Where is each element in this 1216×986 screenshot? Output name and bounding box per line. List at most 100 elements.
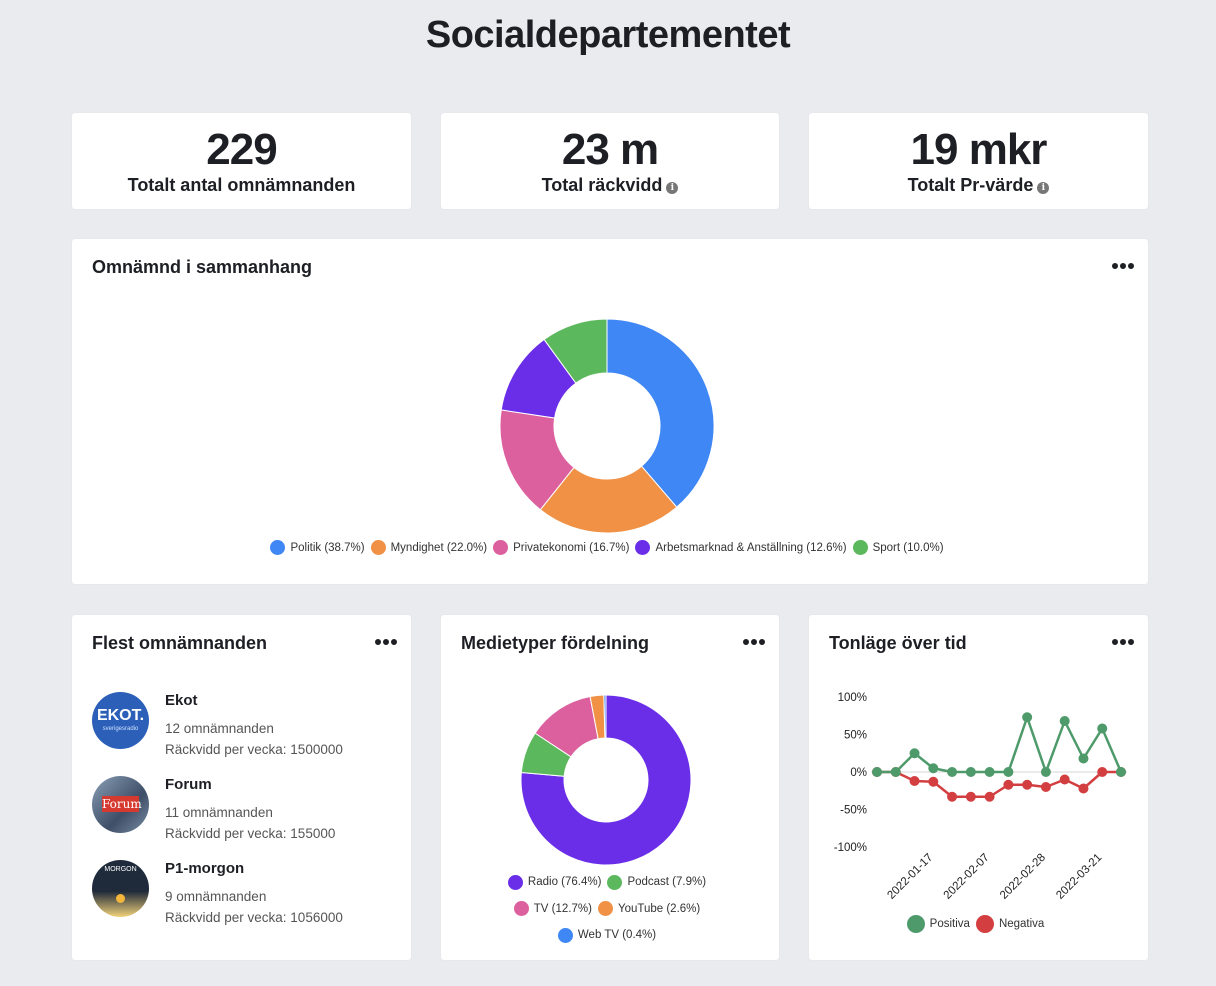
legend-item[interactable]: Privatekonomi (16.7%): [493, 540, 629, 555]
data-point-negativa[interactable]: [1003, 779, 1014, 790]
outlet-item[interactable]: MORGON P1-morgon 9 omnämnanden Räckvidd …: [92, 860, 392, 930]
kpi-card-reach: 23 m Total räckvidd i: [441, 113, 779, 209]
logo-text: Forum: [102, 796, 142, 812]
outlet-reach: Räckvidd per vecka: 1056000: [165, 910, 343, 925]
legend-item[interactable]: TV (12.7%): [513, 898, 592, 920]
outlet-name: P1-morgon: [165, 860, 245, 877]
data-point-positiva[interactable]: [1059, 716, 1070, 726]
tone-legend: Positiva Negativa: [809, 915, 1148, 936]
more-options-button[interactable]: [375, 635, 397, 649]
legend-dot-icon: [906, 915, 925, 933]
data-point-positiva[interactable]: [947, 767, 958, 777]
context-slice-politik[interactable]: [606, 318, 715, 508]
data-point-negativa[interactable]: [984, 791, 995, 802]
data-point-negativa[interactable]: [947, 791, 958, 802]
kpi-card-pr-value: 19 mkr Totalt Pr-värde i: [809, 113, 1148, 209]
media-slice-radio[interactable]: [520, 694, 692, 866]
legend-label: Politik (38.7%): [290, 541, 365, 554]
data-point-positiva[interactable]: [1022, 712, 1033, 723]
tone-line-chart: 100%50%0%-50%-100%2022-01-17 2022-02-07 20…: [834, 692, 1127, 902]
p1-morgon-logo: MORGON: [92, 860, 149, 917]
kpi-label-row: Total räckvidd i: [441, 175, 779, 196]
context-slice-sport[interactable]: [543, 318, 608, 384]
legend-dot-icon: [370, 540, 386, 555]
legend-dot-icon: [513, 901, 529, 916]
outlet-mentions: 9 omnämnanden: [165, 889, 267, 904]
data-point-positiva[interactable]: [984, 767, 995, 777]
data-point-negativa[interactable]: [1097, 767, 1108, 777]
card-title: Omnämnd i sammanhang: [92, 257, 313, 277]
legend-dot-icon: [975, 915, 994, 933]
dot-icon: [759, 639, 765, 645]
dot-icon: [1120, 263, 1126, 269]
kpi-label: Total räckvidd: [541, 175, 663, 195]
logo-subtext: sverigesradio: [102, 726, 139, 732]
outlet-mentions: 11 omnämnanden: [165, 805, 273, 820]
data-point-positiva[interactable]: [1040, 767, 1051, 777]
data-point-positiva[interactable]: [965, 767, 976, 777]
x-tick-label: 2022-02-28: [998, 852, 1048, 902]
data-point-negativa[interactable]: [1022, 779, 1033, 790]
legend-item[interactable]: Radio (76.4%): [507, 871, 602, 893]
legend-item[interactable]: YouTube (2.6%): [597, 898, 701, 920]
page-title: Socialdepartementet: [425, 14, 791, 56]
more-options-button[interactable]: [743, 635, 765, 649]
data-point-negativa[interactable]: [1040, 782, 1051, 792]
data-point-negativa[interactable]: [909, 776, 920, 786]
card-title: Flest omnämnanden: [92, 633, 268, 653]
legend-label: Negativa: [998, 918, 1045, 930]
logo-text: EKOT.: [96, 707, 145, 724]
more-options-button[interactable]: [1112, 635, 1134, 649]
legend-item[interactable]: Positiva: [906, 915, 970, 933]
tone-card: Tonläge över tid 100% 50% 0% -50% -100% 2022-…: [809, 615, 1148, 960]
data-point-positiva[interactable]: [1097, 723, 1108, 734]
ekot-logo: EKOT. sverigesradio: [92, 692, 149, 749]
data-point-positiva[interactable]: [890, 767, 901, 777]
dot-icon: [1112, 263, 1118, 269]
data-point-positiva[interactable]: [1003, 767, 1014, 777]
data-point-positiva[interactable]: [909, 748, 920, 759]
data-point-negativa[interactable]: [965, 791, 976, 802]
outlet-mentions: 12 omnämnanden: [165, 721, 274, 736]
legend-item[interactable]: Negativa: [975, 915, 1045, 933]
info-icon[interactable]: i: [666, 182, 679, 194]
kpi-label: Totalt antal omnämnanden: [127, 175, 356, 195]
media-slice-web-tv[interactable]: [603, 694, 607, 739]
legend-item[interactable]: Podcast (7.9%): [607, 871, 706, 893]
data-point-positiva[interactable]: [928, 763, 939, 774]
legend-item[interactable]: Sport (10.0%): [852, 540, 944, 555]
y-tick-label: 0%: [850, 767, 867, 779]
dot-icon: [1120, 639, 1126, 645]
legend-label: Positiva: [929, 918, 970, 930]
card-title: Tonläge över tid: [829, 633, 967, 653]
series-line-positiva: [877, 716, 1123, 774]
context-slice-myndighet[interactable]: [539, 465, 678, 534]
legend-dot-icon: [507, 874, 523, 890]
legend-label: Radio (76.4%): [527, 876, 602, 888]
legend-label: YouTube (2.6%): [617, 902, 701, 915]
data-point-positiva[interactable]: [1078, 753, 1089, 764]
dot-icon: [1112, 639, 1118, 645]
legend-item[interactable]: Politik (38.7%): [270, 540, 365, 555]
kpi-value: 23 m: [561, 125, 659, 174]
y-tick-label: 50%: [844, 730, 867, 742]
sun-icon: [116, 894, 125, 903]
data-point-negativa[interactable]: [1078, 783, 1089, 794]
legend-item[interactable]: Myndighet (22.0%): [370, 540, 487, 555]
data-point-positiva[interactable]: [872, 767, 882, 777]
kpi-value: 229: [206, 125, 277, 174]
media-donut-chart: [520, 694, 692, 866]
card-title: Medietyper fördelning: [461, 633, 650, 653]
media-types-card: Medietyper fördelning Radio (76.4%) Podca…: [441, 615, 779, 960]
data-point-positiva[interactable]: [1116, 767, 1126, 777]
outlet-item[interactable]: Forum Forum 11 omnämnanden Räckvidd per …: [92, 776, 392, 846]
legend-item[interactable]: Web TV (0.4%): [557, 924, 656, 946]
data-point-negativa[interactable]: [1059, 774, 1070, 785]
info-icon[interactable]: i: [1037, 182, 1050, 194]
context-card: Omnämnd i sammanhang Politik (38.7%) Mynd…: [72, 239, 1148, 584]
outlet-item[interactable]: EKOT. sverigesradio Ekot 12 omnämnanden …: [92, 692, 392, 762]
legend-label: Arbetsmarknad & Anställning (12.6%): [655, 541, 847, 554]
legend-item[interactable]: Arbetsmarknad & Anställning (12.6%): [635, 540, 847, 555]
data-point-negativa[interactable]: [928, 776, 939, 787]
more-options-button[interactable]: [1112, 259, 1134, 273]
